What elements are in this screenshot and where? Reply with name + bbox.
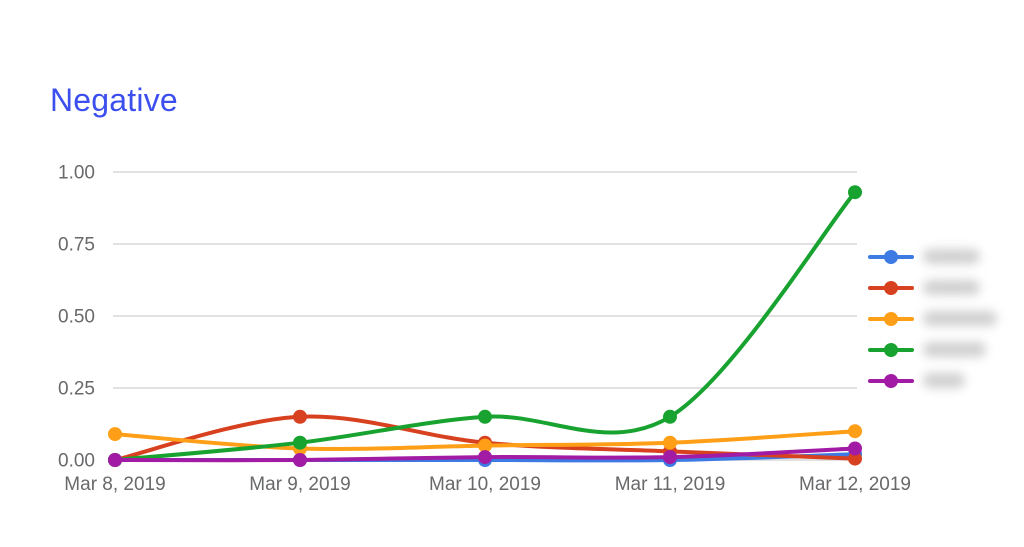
legend-label-blurred — [923, 280, 980, 295]
data-point — [293, 453, 307, 467]
legend-swatch-icon — [868, 280, 914, 295]
y-tick-label: 0.50 — [58, 307, 95, 328]
data-point — [108, 453, 122, 467]
data-point — [478, 450, 492, 465]
legend-item-series-4-green[interactable] — [868, 334, 997, 365]
legend-label-blurred — [923, 373, 965, 388]
data-point — [848, 441, 862, 456]
data-point — [663, 409, 677, 424]
x-axis-label: Mar 11, 2019 — [615, 474, 726, 495]
legend-swatch-icon — [868, 342, 914, 357]
legend-label-blurred — [923, 249, 980, 264]
data-point — [663, 450, 677, 465]
data-point — [663, 435, 677, 450]
x-axis-label: Mar 9, 2019 — [249, 474, 350, 495]
series-series-5-purple — [108, 441, 862, 467]
legend-item-series-3-orange[interactable] — [868, 303, 997, 334]
series-series-4-green — [108, 185, 862, 467]
legend-item-series-1-blue[interactable] — [868, 241, 997, 272]
legend-swatch-icon — [868, 373, 914, 388]
x-axis-label: Mar 10, 2019 — [429, 474, 541, 495]
data-point — [848, 424, 862, 439]
y-tick-label: 0.25 — [58, 379, 95, 400]
data-point — [848, 185, 862, 200]
y-tick-label: 0.00 — [58, 451, 95, 472]
data-point — [478, 409, 492, 424]
legend-swatch-icon — [868, 311, 914, 326]
series-line — [113, 190, 857, 462]
legend-label-blurred — [923, 342, 986, 357]
x-axis-label: Mar 12, 2019 — [799, 474, 911, 495]
data-point — [293, 409, 307, 424]
y-tick-label: 1.00 — [58, 163, 95, 184]
data-point — [108, 427, 122, 442]
data-point — [478, 438, 492, 453]
chart-title: Negative — [50, 82, 178, 118]
legend-label-blurred — [923, 311, 997, 326]
data-point — [293, 435, 307, 450]
legend-item-series-5-purple[interactable] — [868, 365, 997, 396]
legend-item-series-2-red[interactable] — [868, 272, 997, 303]
legend-swatch-icon — [868, 249, 914, 264]
y-tick-label: 0.75 — [58, 235, 95, 256]
chart-legend — [868, 241, 997, 396]
x-axis-label: Mar 8, 2019 — [64, 474, 165, 495]
data-point — [848, 451, 862, 466]
